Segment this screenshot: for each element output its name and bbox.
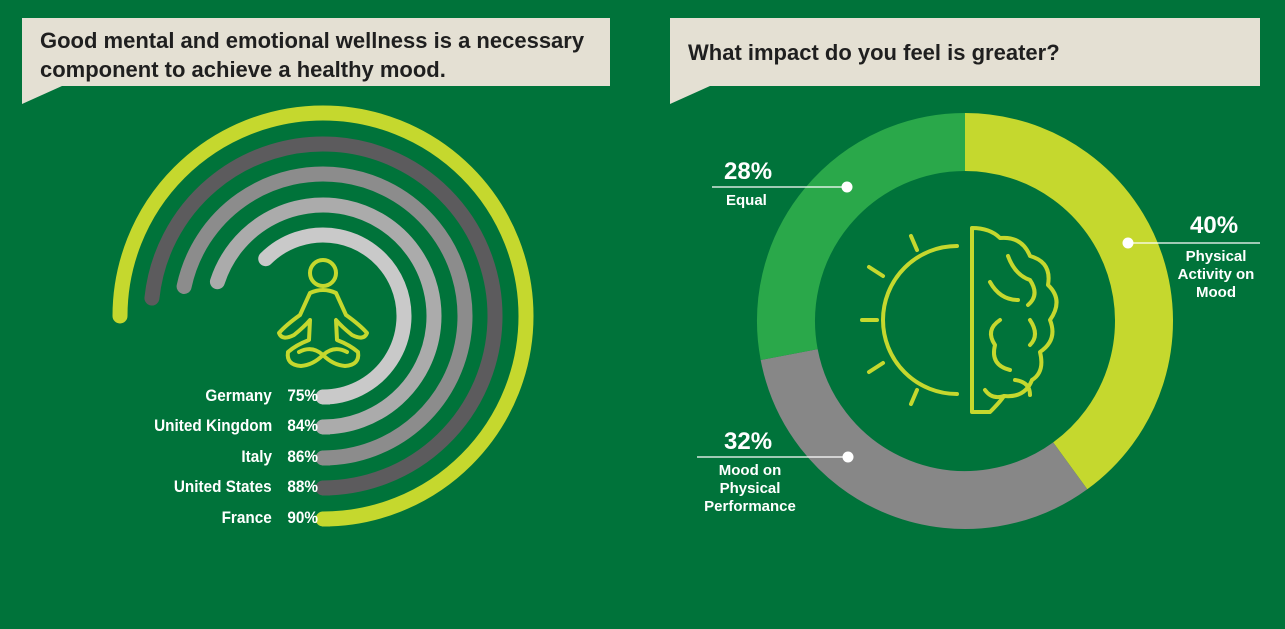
radial-bar-united-kingdom [209, 197, 442, 435]
value-label: 90% [287, 508, 318, 527]
radial-bar-chart [112, 105, 534, 527]
leader-dot [842, 451, 854, 463]
meditation-icon [277, 258, 369, 368]
country-label: France [221, 508, 272, 527]
radial-bar-germany [258, 227, 412, 405]
donut-slice-1 [760, 348, 1088, 529]
country-label: United Kingdom [153, 416, 272, 435]
donut-chart [697, 113, 1260, 529]
donut-slice-2 [757, 113, 966, 360]
radial-bar-france [112, 105, 534, 527]
pct-label-mood-on-performance: 32% [724, 428, 773, 455]
cat-label-equal: Equal [726, 192, 767, 209]
cat-label-mood-on-performance: Mood on Physical Performance [704, 462, 796, 515]
radial-bar-united-states [144, 136, 503, 496]
value-label: 88% [287, 477, 318, 496]
value-label: 84% [287, 416, 318, 435]
leader-dot [1122, 237, 1134, 249]
country-label: Germany [205, 386, 272, 405]
radial-bar-italy [176, 166, 473, 466]
radial-bar-end [322, 389, 330, 405]
radial-bar-end [322, 511, 330, 527]
radial-bar-end [322, 450, 330, 466]
value-label: 86% [287, 447, 318, 466]
pct-label-equal: 28% [724, 158, 773, 185]
leader-dot [841, 181, 853, 193]
value-label: 75% [287, 386, 318, 405]
donut-slice-0 [964, 113, 1173, 490]
cat-label-physical-activity: Physical Activity on Mood [1177, 248, 1255, 301]
pct-label-physical-activity: 40% [1190, 212, 1239, 239]
country-label: Italy [241, 447, 272, 466]
radial-bar-end [322, 419, 330, 435]
radial-bar-end [322, 480, 330, 496]
sun-brain-icon [860, 226, 1059, 414]
chart-title-wellness: Good mental and emotional wellness is a … [22, 18, 610, 86]
chart-title-impact: What impact do you feel is greater? [670, 18, 1260, 86]
country-label: United States [174, 477, 272, 496]
